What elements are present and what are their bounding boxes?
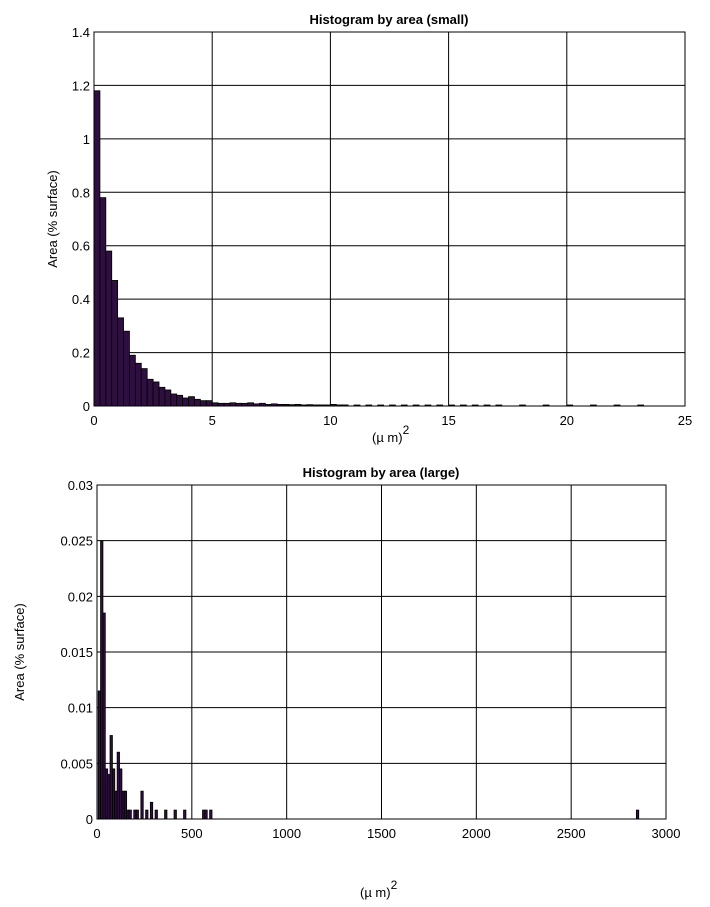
large-x-tick-label: 2000 [462, 826, 491, 841]
small-x-ticks: 0 5 10 15 20 25 [90, 413, 692, 428]
small-x-tick-label: 25 [678, 413, 692, 428]
large-histogram-bar [209, 809, 213, 820]
small-y-tick-label: 0.2 [72, 346, 90, 361]
small-histogram-bar [199, 400, 207, 407]
small-histogram-bar [117, 317, 124, 407]
small-y-axis-label: Area (% surface) [45, 170, 60, 268]
small-y-tick-label: 0.4 [72, 292, 90, 307]
large-y-tick-label: 0.025 [60, 534, 93, 549]
small-x-axis-label-sup: 2 [403, 423, 410, 437]
large-y-tick-label: 0 [86, 812, 93, 827]
small-x-tick-label: 10 [323, 413, 337, 428]
large-histogram-bar [140, 790, 144, 820]
small-plot-frame [93, 31, 686, 407]
large-histogram-bar [128, 809, 132, 820]
small-y-tick-label: 0.8 [72, 185, 90, 200]
chart-small: 0 0.2 0.4 0.6 0.8 1 1.2 1.4 0 5 10 15 20 25 Histogra… [45, 12, 692, 445]
small-histogram-bar [176, 394, 184, 407]
large-histogram-bar [635, 809, 640, 820]
large-histogram-bar [173, 809, 177, 820]
small-histogram-bar [99, 197, 107, 407]
large-x-axis-label-base: (µ m) [360, 885, 391, 900]
large-x-tick-label: 1000 [272, 826, 301, 841]
small-x-tick-label: 20 [560, 413, 574, 428]
small-histogram-bar [182, 397, 189, 407]
small-x-tick-label: 15 [441, 413, 455, 428]
large-histogram-bar [135, 809, 139, 820]
large-x-tick-label: 500 [181, 826, 203, 841]
small-histogram-bar [170, 393, 178, 407]
large-plot-frame [96, 484, 667, 820]
small-histogram-bar [152, 381, 160, 407]
small-histogram-bar [188, 396, 195, 407]
large-gridlines [96, 484, 667, 820]
large-y-axis-label: Area (% surface) [12, 603, 27, 701]
large-x-ticks: 0 500 1000 1500 2000 2500 3000 [93, 826, 680, 841]
large-histogram-bar [154, 809, 158, 820]
small-chart-title: Histogram by area (small) [310, 12, 469, 27]
small-y-tick-label: 1 [83, 132, 90, 147]
small-histogram-bar [123, 330, 130, 407]
small-gridlines [93, 31, 686, 407]
large-chart-title: Histogram by area (large) [303, 465, 460, 480]
large-x-tick-label: 0 [93, 826, 100, 841]
large-y-tick-label: 0.005 [60, 756, 93, 771]
small-histogram-bar [134, 362, 142, 407]
large-bars [97, 540, 640, 820]
large-x-axis-label: (µ m)2 [360, 878, 398, 900]
small-y-tick-label: 0.6 [72, 239, 90, 254]
large-y-tick-label: 0.015 [60, 645, 93, 660]
small-x-axis-label-base: (µ m) [372, 430, 403, 445]
large-y-ticks: 0 0.005 0.01 0.015 0.02 0.025 0.03 [60, 478, 93, 827]
small-histogram-bar [164, 389, 172, 407]
large-histogram-bar [164, 809, 168, 820]
large-x-tick-label: 1500 [367, 826, 396, 841]
small-histogram-bar [158, 386, 166, 407]
large-y-tick-label: 0.01 [68, 701, 93, 716]
small-histogram-bar [140, 368, 148, 407]
small-histogram-bar [111, 280, 119, 407]
small-x-tick-label: 0 [90, 413, 97, 428]
small-y-ticks: 0 0.2 0.4 0.6 0.8 1 1.2 1.4 [72, 25, 90, 414]
small-x-tick-label: 5 [209, 413, 216, 428]
small-histogram-bar [194, 398, 201, 407]
small-histogram-bar [105, 250, 113, 407]
large-histogram-bar [149, 801, 154, 820]
small-histogram-bar [205, 400, 213, 407]
large-x-tick-label: 3000 [652, 826, 681, 841]
large-histogram-bar [204, 809, 208, 820]
small-histogram-bar [129, 354, 136, 407]
small-y-tick-label: 1.4 [72, 25, 90, 40]
large-y-tick-label: 0.03 [68, 478, 93, 493]
large-y-tick-label: 0.02 [68, 589, 93, 604]
large-x-axis-label-sup: 2 [391, 878, 398, 892]
chart-large: 0 0.005 0.01 0.015 0.02 0.025 0.03 0 500 1000 150… [12, 465, 680, 900]
small-bars [93, 90, 645, 407]
large-x-tick-label: 2500 [557, 826, 586, 841]
small-histogram-bar [93, 90, 101, 407]
small-x-axis-label: (µ m)2 [372, 423, 410, 445]
small-histogram-bar [146, 378, 154, 407]
small-y-tick-label: 1.2 [72, 78, 90, 93]
large-histogram-bar [183, 809, 187, 820]
small-y-tick-label: 0 [83, 399, 90, 414]
large-histogram-bar [145, 809, 149, 820]
